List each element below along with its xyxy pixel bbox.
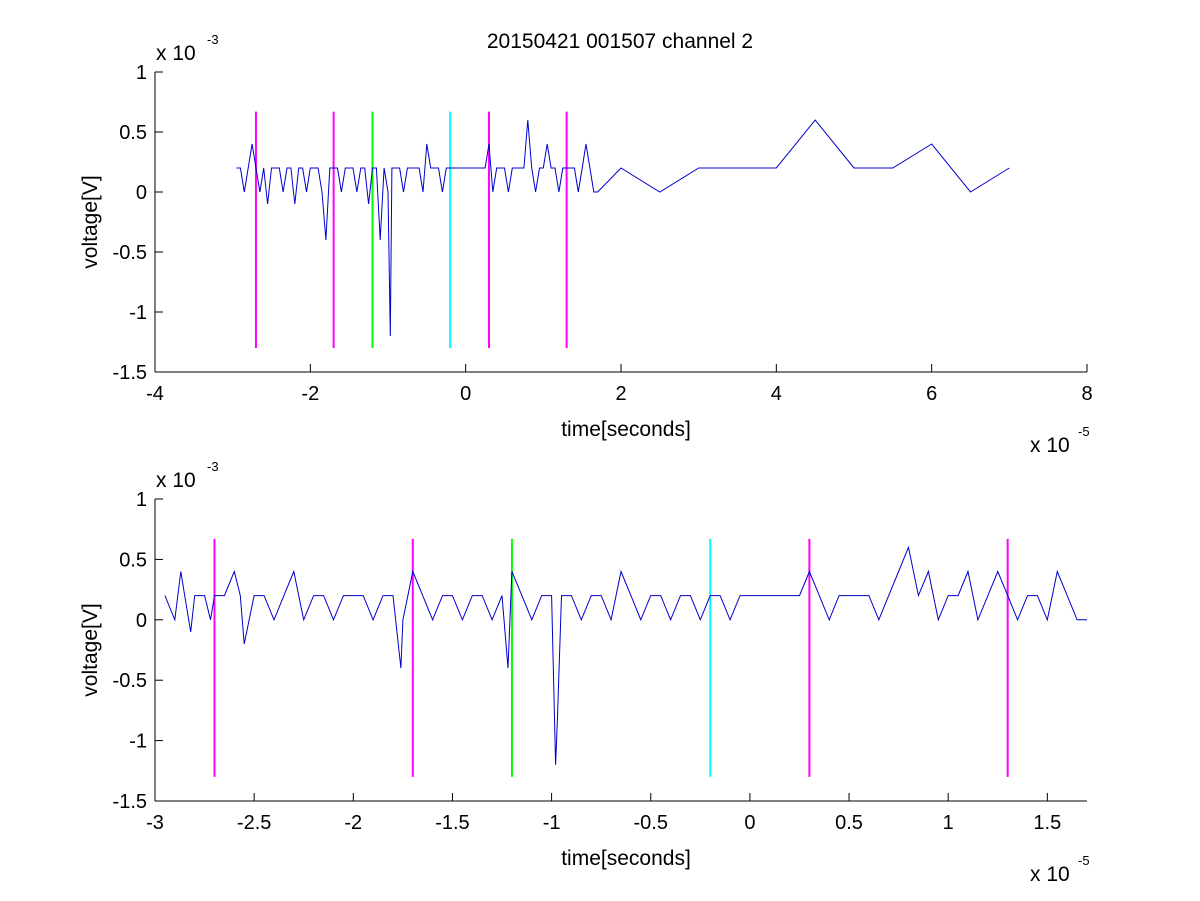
x-tick-label: 8	[1081, 383, 1092, 405]
x-multiplier-label: x 10	[1030, 863, 1070, 886]
x-axis-label: time[seconds]	[561, 418, 691, 441]
x-tick-label: -2.5	[237, 812, 271, 834]
figure-title: 20150421 001507 channel 2	[487, 30, 753, 53]
y-multiplier-label: x 10	[156, 469, 196, 492]
y-tick-label: -1	[129, 302, 147, 324]
x-tick-label: -3	[146, 812, 164, 834]
y-tick-label: 1	[136, 62, 147, 84]
top-axes: -4 -2 0 2 4 6 8 -1.5 -1 -0.5 0 0.5 1 time[seconds] vol…	[79, 32, 1093, 457]
x-tick-label: 1	[943, 812, 954, 834]
x-tick-label: -0.5	[634, 812, 668, 834]
y-multiplier-exponent: -3	[207, 459, 219, 474]
y-tick-label: 0.5	[119, 122, 147, 144]
x-multiplier-label: x 10	[1030, 434, 1070, 457]
y-tick-label: -1.5	[113, 362, 147, 384]
y-axis-label: voltage[V]	[79, 175, 102, 268]
x-tick-label: 0	[460, 383, 471, 405]
x-axis-label: time[seconds]	[561, 847, 691, 870]
y-tick-label: 1	[136, 489, 147, 511]
x-multiplier-exponent: -5	[1078, 853, 1090, 868]
y-tick-label: -1.5	[113, 791, 147, 813]
y-tick-label: 0	[136, 610, 147, 632]
y-axis-label: voltage[V]	[79, 603, 102, 696]
x-tick-label: 6	[926, 383, 937, 405]
x-multiplier-exponent: -5	[1078, 424, 1090, 439]
y-tick-label: 0.5	[119, 549, 147, 571]
x-tick-label: -2	[301, 383, 319, 405]
bottom-axes: -3 -2.5 -2 -1.5 -1 -0.5 0 0.5 1 1.5 -1.5 -1 -0.5 0 0.5…	[79, 459, 1090, 886]
y-tick-label: -0.5	[113, 242, 147, 264]
y-multiplier-label: x 10	[156, 42, 196, 65]
x-tick-label: 0.5	[835, 812, 863, 834]
y-multiplier-exponent: -3	[207, 32, 219, 47]
x-tick-label: 1.5	[1033, 812, 1061, 834]
y-tick-label: -1	[129, 731, 147, 753]
x-tick-label: -1	[543, 812, 561, 834]
signal-line	[164, 545, 1087, 765]
x-tick-label: -2	[344, 812, 362, 834]
x-tick-label: 4	[771, 383, 782, 405]
x-tick-label: 2	[615, 383, 626, 405]
signal-line	[236, 119, 1010, 337]
x-tick-label: -4	[146, 383, 164, 405]
x-tick-label: -1.5	[435, 812, 469, 834]
y-tick-label: 0	[136, 182, 147, 204]
y-tick-label: -0.5	[113, 670, 147, 692]
x-tick-label: 0	[744, 812, 755, 834]
